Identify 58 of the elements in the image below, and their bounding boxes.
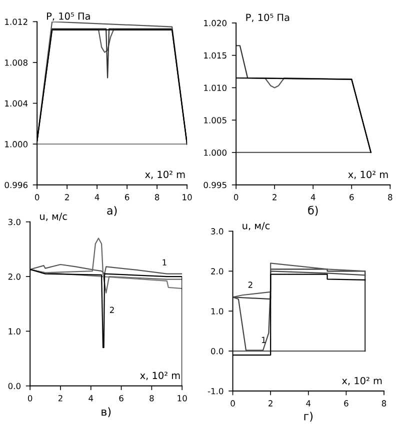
y-tick-label: 1.000 [5,141,28,148]
x-tick-label: 4 [306,400,311,406]
x-tick-label: 8 [382,400,386,406]
y-tick-label: 1.004 [5,100,28,107]
y-tick-label: 1.005 [204,117,226,124]
x-axis-title: x, 10² m [342,376,382,386]
annotation: 1 [262,336,266,343]
y-tick-label: 0.0 [8,382,20,390]
text: г) [304,412,313,422]
y-tick-label: 1.015 [204,52,226,59]
x-tick-label: 8 [150,395,154,402]
x-tick-label: 0 [230,400,235,406]
x-tick-label: 6 [344,400,348,406]
y-tick-label: 0.996 [4,182,28,188]
x-axis-title: x, 10² m [145,170,185,180]
x-tick-label: 4 [88,395,94,402]
y-tick-label: -1.0 [208,388,224,394]
y-tick-label: 1.008 [5,59,28,66]
y-tick-label: 1.000 [204,149,226,156]
text: а) [107,206,117,216]
annotation: 2 [248,282,252,288]
x-tick-label: 4 [310,194,316,200]
y-tick-label: 1.012 [5,18,28,25]
x-tick-label: 0 [34,194,40,200]
y-tick-label: 3.0 [211,228,224,234]
y-tick-label: 0.995 [204,182,226,188]
x-tick-label: 8 [154,194,160,200]
y-tick-label: 1.0 [8,328,20,334]
x-tick-label: 2 [58,395,62,402]
y-axis-title: u, м/с [242,222,270,230]
y-tick-label: 2.0 [8,274,20,280]
x-axis-title: x, 10² m [140,372,180,380]
x-tick-label: 6 [350,194,354,200]
x-tick-label: 0 [234,194,238,200]
x-tick-label: 6 [124,194,130,200]
y-tick-label: 1.020 [204,20,226,26]
y-tick-label: 1.0 [211,308,224,314]
text: б) [308,206,318,216]
x-axis-title: x, 10² m [348,170,388,180]
y-tick-label: 2.0 [211,268,224,274]
text: в) [102,407,111,418]
y-axis-title: P, 10⁵ Па [47,12,90,21]
x-tick-label: 10 [178,395,187,402]
y-tick-label: 0.0 [211,348,224,354]
y-tick-label: 3.0 [8,218,20,226]
x-tick-label: 2 [268,400,272,406]
y-axis-title: P, 10⁵ Па [246,14,290,22]
annotation: 1 [162,259,166,266]
x-tick-label: 2 [272,194,276,200]
x-tick-label: 6 [119,395,124,402]
annotation: 2 [110,306,114,313]
x-tick-label: 2 [65,194,69,200]
x-tick-label: 0 [28,395,32,402]
y-tick-label: 1.010 [204,84,226,92]
x-tick-label: 10 [182,194,192,200]
y-axis-title: u, м/с [40,212,67,221]
x-tick-label: 8 [388,194,392,200]
x-tick-label: 4 [94,194,100,200]
